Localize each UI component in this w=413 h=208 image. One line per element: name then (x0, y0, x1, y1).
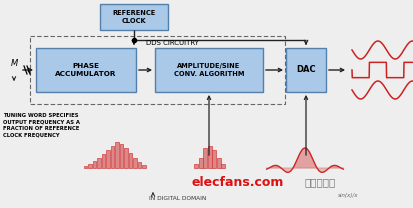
Bar (221, 164, 225, 168)
Bar (106, 150, 110, 168)
Text: sin(x)/x: sin(x)/x (338, 193, 358, 198)
Text: 电子发烧友: 电子发烧友 (304, 177, 336, 187)
Text: DDS CIRCUITRY: DDS CIRCUITRY (146, 40, 199, 46)
Bar (138, 162, 141, 168)
Bar (102, 154, 105, 168)
FancyBboxPatch shape (155, 48, 263, 92)
Bar (119, 144, 123, 168)
Bar (83, 166, 87, 168)
Bar (115, 142, 119, 168)
Bar (93, 161, 96, 168)
Text: PHASE
ACCUMULATOR: PHASE ACCUMULATOR (55, 63, 117, 77)
Text: AMPLITUDE/SINE
CONV. ALGORITHM: AMPLITUDE/SINE CONV. ALGORITHM (174, 63, 244, 77)
Text: DAC: DAC (296, 66, 316, 74)
Bar (199, 158, 202, 168)
Bar (111, 146, 114, 168)
Text: M: M (10, 59, 18, 68)
FancyBboxPatch shape (36, 48, 136, 92)
Bar (133, 158, 137, 168)
Bar (212, 150, 216, 168)
Bar (203, 148, 207, 168)
FancyBboxPatch shape (286, 48, 326, 92)
Text: IN DIGITAL DOMAIN: IN DIGITAL DOMAIN (150, 196, 206, 201)
Bar (194, 164, 198, 168)
Text: TUNING WORD SPECIFIES
OUTPUT FREQUENCY AS A
FRACTION OF REFERENCE
CLOCK FREQUENC: TUNING WORD SPECIFIES OUTPUT FREQUENCY A… (3, 113, 80, 138)
Bar (217, 158, 221, 168)
Text: REFERENCE
CLOCK: REFERENCE CLOCK (112, 10, 156, 24)
Bar (208, 146, 211, 168)
Text: elecfans.com: elecfans.com (192, 176, 284, 188)
FancyBboxPatch shape (100, 4, 168, 30)
Bar (124, 148, 128, 168)
Bar (128, 153, 132, 168)
Bar (142, 165, 146, 168)
Bar (97, 158, 101, 168)
Bar (88, 164, 92, 168)
